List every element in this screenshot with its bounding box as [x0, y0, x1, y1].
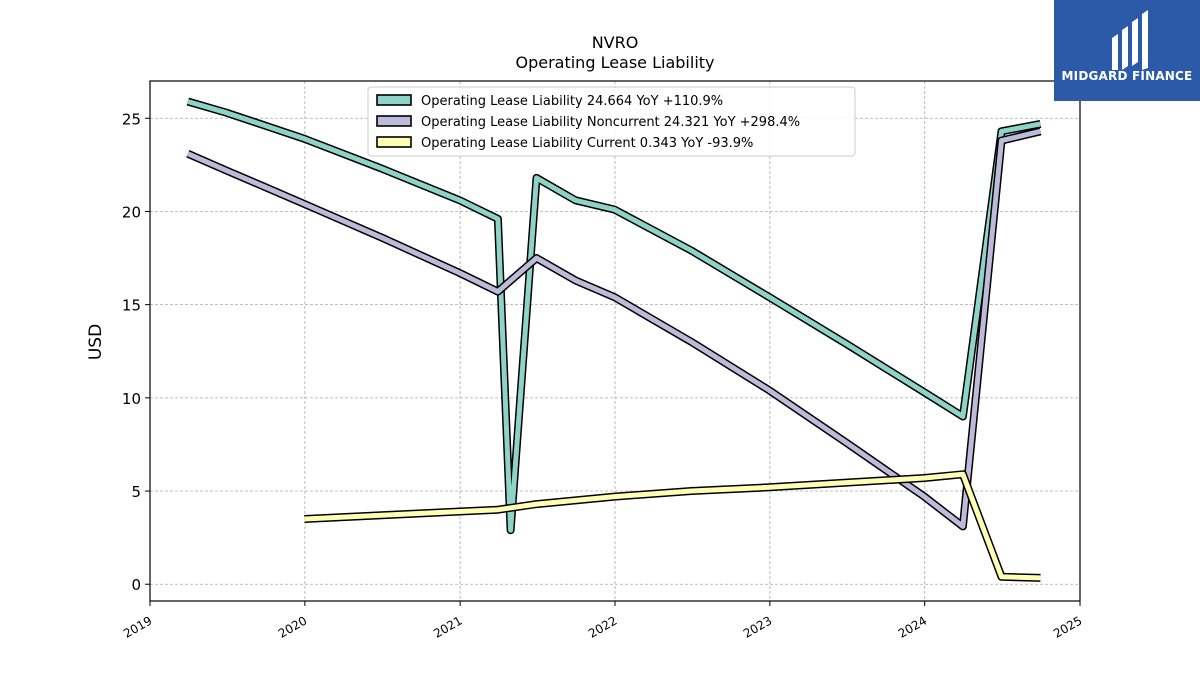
y-tick-label: 25 — [122, 110, 141, 128]
series-line-outline — [186, 97, 1042, 535]
legend-swatch — [376, 115, 412, 127]
y-tick-label: 15 — [122, 297, 141, 315]
legend-entry: Operating Lease Liability Current 0.343 … — [421, 136, 753, 151]
x-tick-label: 2023 — [741, 613, 774, 640]
y-tick-label: 20 — [122, 203, 141, 221]
brand-name: MIDGARD FINANCE — [1061, 69, 1193, 83]
legend-frame — [367, 86, 856, 157]
chart-subtitle: Operating Lease Liability — [515, 53, 714, 72]
y-axis-label: USD — [86, 324, 106, 360]
y-tick-label: 10 — [122, 390, 141, 408]
series-layer — [186, 97, 1042, 582]
y-tick-label: 0 — [131, 576, 141, 594]
x-tick-label: 2021 — [431, 613, 464, 640]
x-tick-label: 2024 — [896, 613, 929, 640]
y-tick-label: 5 — [131, 483, 141, 501]
x-tick-label: 2022 — [586, 613, 619, 640]
legend-swatch — [376, 94, 412, 106]
x-tick-label: 2025 — [1051, 613, 1084, 640]
x-tick-label: 2020 — [276, 613, 309, 640]
midgard-finance-logo: MIDGARD FINANCE — [1054, 0, 1200, 101]
legend-entry: Operating Lease Liability 24.664 YoY +11… — [421, 94, 723, 109]
x-tick-label: 2019 — [121, 613, 154, 640]
series-line — [304, 471, 1041, 581]
series-line — [187, 99, 1041, 533]
legend-swatch — [376, 136, 412, 148]
series-line-outline — [304, 470, 1041, 582]
series-line-outline — [186, 127, 1042, 531]
legend-entry: Operating Lease Liability Noncurrent 24.… — [421, 115, 800, 130]
legend: Operating Lease Liability 24.664 YoY +11… — [367, 86, 856, 157]
brand-mark-icon — [1112, 10, 1148, 70]
chart-title: NVRO — [592, 33, 639, 52]
series-line — [186, 128, 1042, 529]
grid — [149, 81, 1081, 601]
